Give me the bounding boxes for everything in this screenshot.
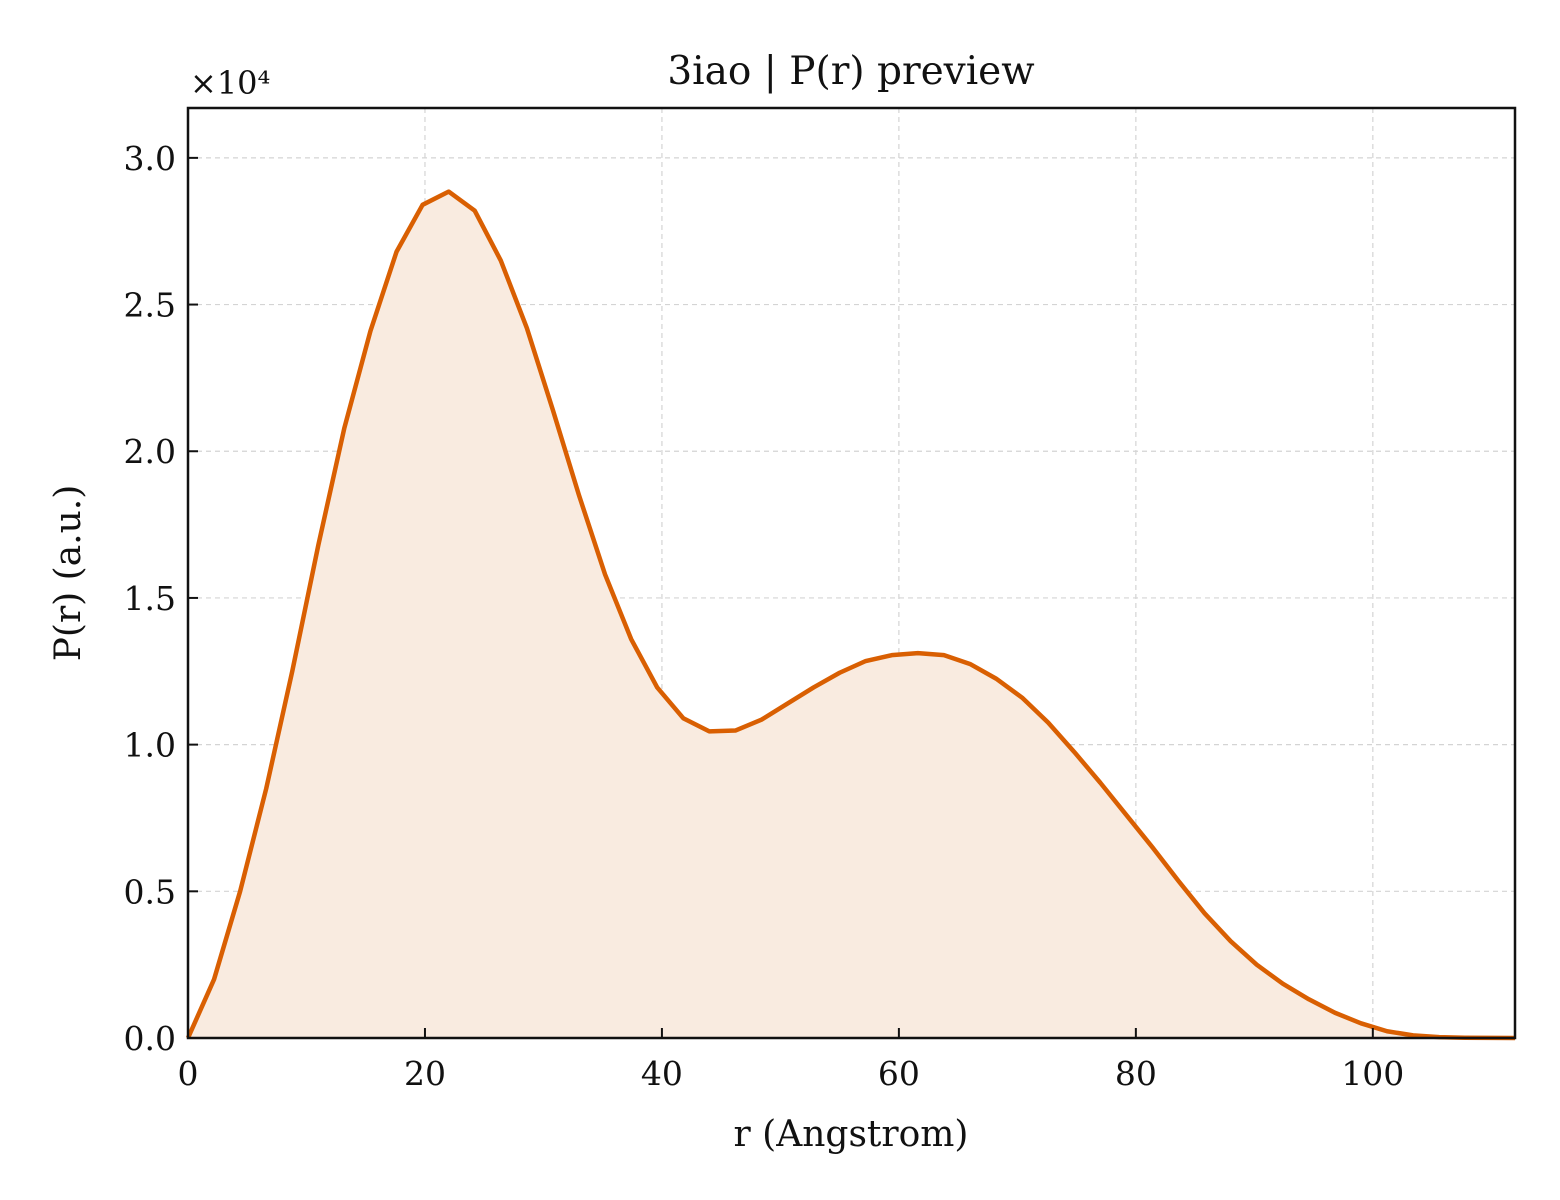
y-tick-label: 0.5 [124, 872, 176, 911]
y-tick-label: 2.5 [124, 286, 176, 325]
y-axis-label: P(r) (a.u.) [48, 485, 89, 662]
x-tick-label: 60 [878, 1054, 920, 1093]
ticks: 0 20 40 60 80 100 0.0 0.5 1.0 1.5 2.0 2.5 3.0 [124, 139, 1405, 1093]
x-tick-label: 20 [404, 1054, 446, 1093]
x-tick-label: 80 [1115, 1054, 1157, 1093]
x-tick-label: 100 [1341, 1054, 1404, 1093]
y-tick-label: 0.0 [124, 1019, 176, 1058]
x-axis-label: r (Angstrom) [734, 1114, 969, 1155]
y-offset-label: ×10⁴ [190, 64, 270, 102]
y-tick-label: 2.0 [124, 432, 176, 471]
y-tick-label: 3.0 [124, 139, 176, 178]
x-tick-label: 40 [641, 1054, 683, 1093]
chart-title: 3iao | P(r) preview [667, 49, 1034, 94]
series-line [185, 189, 1516, 1041]
series-area [188, 191, 1515, 1039]
plot-frame [186, 106, 1517, 1040]
y-tick-label: 1.0 [124, 726, 176, 765]
x-tick-label: 0 [178, 1054, 199, 1093]
y-tick-label: 1.5 [124, 579, 176, 618]
